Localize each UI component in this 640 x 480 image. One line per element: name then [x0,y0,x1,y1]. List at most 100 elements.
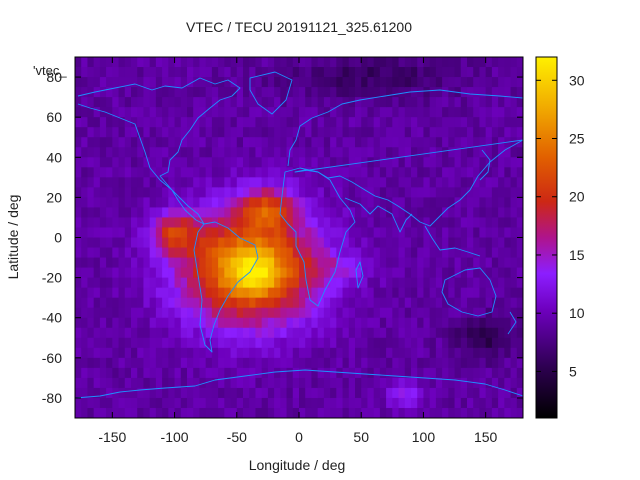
heatmap-cell [131,227,138,239]
heatmap-cell [504,207,512,219]
heatmap-cell [355,67,362,78]
heatmap-cell [255,397,263,409]
heatmap-cell [404,347,412,359]
heatmap-cell [187,257,194,269]
heatmap-cell [180,307,188,319]
heatmap-cell [131,197,138,209]
heatmap-cell [498,127,505,138]
heatmap-cell [199,327,207,339]
heatmap-cell [429,77,437,88]
heatmap-cell [448,197,456,209]
heatmap-cell [305,397,313,409]
heatmap-cell [398,157,406,168]
heatmap-cell [510,207,518,219]
heatmap-cell [336,387,344,399]
heatmap-cell [355,307,362,319]
heatmap-cell [236,367,244,379]
heatmap-cell [498,217,505,229]
heatmap-cell [392,377,400,389]
heatmap-cell [261,137,269,148]
heatmap-cell [274,257,281,269]
heatmap-cell [379,67,387,78]
heatmap-cell [336,267,344,279]
heatmap-cell [180,87,188,98]
heatmap-cell [261,157,269,168]
heatmap-cell [112,127,120,138]
heatmap-cell [174,377,182,389]
heatmap-cell [473,337,481,349]
heatmap-cell [218,57,225,68]
heatmap-cell [392,277,400,289]
heatmap-cell [392,237,400,249]
heatmap-cell [243,317,250,329]
heatmap-cell [516,177,523,188]
heatmap-cell [193,107,201,118]
heatmap-cell [131,67,138,78]
heatmap-cell [373,107,381,118]
heatmap-cell [454,387,462,399]
heatmap-cell [180,337,188,349]
heatmap-cell [435,237,443,249]
heatmap-cell [286,237,294,249]
heatmap-cell [180,357,188,369]
heatmap-cell [367,57,375,68]
heatmap-cell [367,167,375,178]
heatmap-cell [336,257,344,269]
heatmap-cell [299,387,306,399]
heatmap-cell [435,117,443,128]
heatmap-cell [211,97,219,108]
heatmap-cell [243,337,250,349]
heatmap-cell [81,397,89,409]
heatmap-cell [224,297,232,309]
heatmap-cell [330,67,337,78]
heatmap-cell [429,257,437,269]
heatmap-cell [193,407,201,418]
heatmap-cell [211,77,219,88]
heatmap-cell [485,277,493,289]
heatmap-cell [330,97,337,108]
heatmap-cell [311,387,319,399]
heatmap-cell [330,177,337,188]
heatmap-cell [435,157,443,168]
heatmap-cell [411,177,418,188]
heatmap-cell [137,167,145,178]
heatmap-cell [442,137,449,148]
heatmap-cell [267,197,275,209]
heatmap-cell [485,117,493,128]
heatmap-cell [218,107,225,118]
heatmap-cell [199,147,207,158]
heatmap-cell [112,407,120,418]
heatmap-cell [218,297,225,309]
heatmap-cell [355,107,362,118]
heatmap-cell [193,137,201,148]
heatmap-cell [311,327,319,339]
heatmap-cell [187,297,194,309]
heatmap-cell [417,327,425,339]
heatmap-cell [467,307,474,319]
heatmap-cell [267,187,275,198]
heatmap-cell [423,147,431,158]
heatmap-cell [435,397,443,409]
heatmap-cell [168,327,176,339]
heatmap-cell [211,297,219,309]
heatmap-cell [112,377,120,389]
heatmap-cell [137,337,145,349]
heatmap-cell [137,247,145,259]
heatmap-cell [249,317,257,329]
heatmap-cell [355,127,362,138]
heatmap-cell [311,187,319,198]
heatmap-cell [249,407,257,418]
heatmap-cell [211,137,219,148]
heatmap-cell [442,67,449,78]
heatmap-cell [323,407,331,418]
heatmap-cell [460,277,468,289]
heatmap-cell [218,397,225,409]
heatmap-cell [404,247,412,259]
heatmap-cell [435,277,443,289]
heatmap-cell [479,167,487,178]
heatmap-cell [81,107,89,118]
heatmap-cell [249,247,257,259]
heatmap-cell [392,227,400,239]
heatmap-cell [454,377,462,389]
heatmap-cell [411,337,418,349]
